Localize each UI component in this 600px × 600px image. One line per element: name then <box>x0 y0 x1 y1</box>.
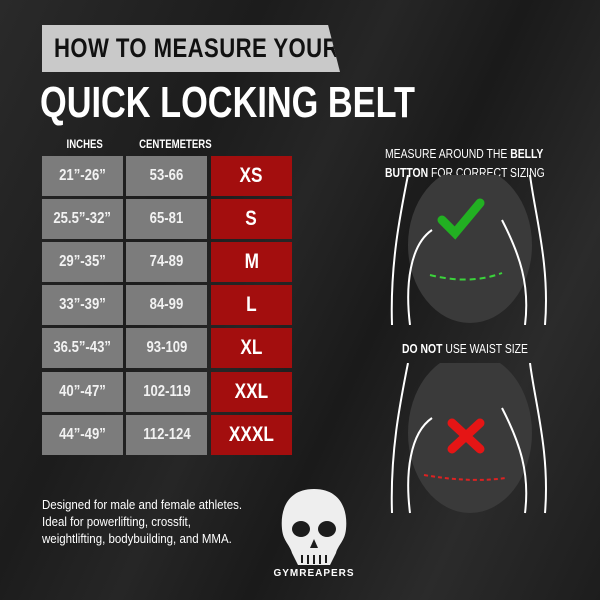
cm-cell: 53-66 <box>126 156 207 196</box>
inches-cell: 21”-26” <box>42 156 123 196</box>
cm-cell-text: 74-89 <box>149 253 184 270</box>
size-cell-text: XXL <box>234 380 269 403</box>
size-cell: XL <box>211 328 292 368</box>
size-cell: L <box>211 285 292 325</box>
check-icon <box>437 198 485 240</box>
size-cell: M <box>211 242 292 282</box>
size-cell: XXL <box>211 372 292 412</box>
size-cell-text: M <box>244 250 259 273</box>
brand-logo-text: GYMREAPERS <box>273 568 355 579</box>
inches-cell-text: 36.5”-43” <box>53 339 112 356</box>
cm-cell-text: 102-119 <box>142 383 191 400</box>
banner-text: HOW TO MEASURE YOUR <box>54 33 339 63</box>
inches-cell-text: 40”-47” <box>59 383 106 400</box>
torso-figure-incorrect <box>390 363 547 514</box>
cm-cell: 93-109 <box>126 328 207 368</box>
cm-cell: 84-99 <box>126 285 207 325</box>
size-cell-text: XL <box>240 336 263 359</box>
cm-cell-text: 65-81 <box>149 210 184 227</box>
cm-header: CENTEMETERS <box>139 137 212 151</box>
cm-cell: 65-81 <box>126 199 207 239</box>
header-banner: HOW TO MEASURE YOUR <box>42 25 340 72</box>
inches-header: INCHES <box>66 137 103 151</box>
inches-cell: 40”-47” <box>42 372 123 412</box>
size-cell: XS <box>211 156 292 196</box>
page-title: QUICK LOCKING BELT <box>40 78 415 127</box>
cm-cell-text: 93-109 <box>146 339 187 356</box>
cm-cell: 112-124 <box>126 415 207 455</box>
size-cell-text: XXXL <box>228 423 274 446</box>
inches-cell: 44”-49” <box>42 415 123 455</box>
cm-cell-text: 53-66 <box>149 167 184 184</box>
inches-cell: 25.5”-32” <box>42 199 123 239</box>
size-cell-text: L <box>246 293 257 316</box>
skull-logo-icon <box>281 489 347 565</box>
inches-cell: 29”-35” <box>42 242 123 282</box>
cm-cell: 102-119 <box>126 372 207 412</box>
inches-cell-text: 29”-35” <box>59 253 106 270</box>
bottom-caption: DO NOT USE WAIST SIZE <box>402 341 528 356</box>
x-icon <box>447 418 485 454</box>
inches-cell-text: 21”-26” <box>59 167 106 184</box>
inches-cell: 36.5”-43” <box>42 328 123 368</box>
inches-cell-text: 44”-49” <box>59 426 106 443</box>
cm-cell: 74-89 <box>126 242 207 282</box>
cm-cell-text: 112-124 <box>142 426 191 443</box>
torso-figure-correct <box>390 175 547 325</box>
inches-cell: 33”-39” <box>42 285 123 325</box>
size-cell-text: XS <box>240 164 263 187</box>
description-text: Designed for male and female athletes. I… <box>42 498 243 546</box>
inches-cell-text: 25.5”-32” <box>53 210 112 227</box>
inches-cell-text: 33”-39” <box>59 296 106 313</box>
cm-cell-text: 84-99 <box>149 296 184 313</box>
size-cell-text: S <box>245 207 258 230</box>
size-cell: S <box>211 199 292 239</box>
size-cell: XXXL <box>211 415 292 455</box>
